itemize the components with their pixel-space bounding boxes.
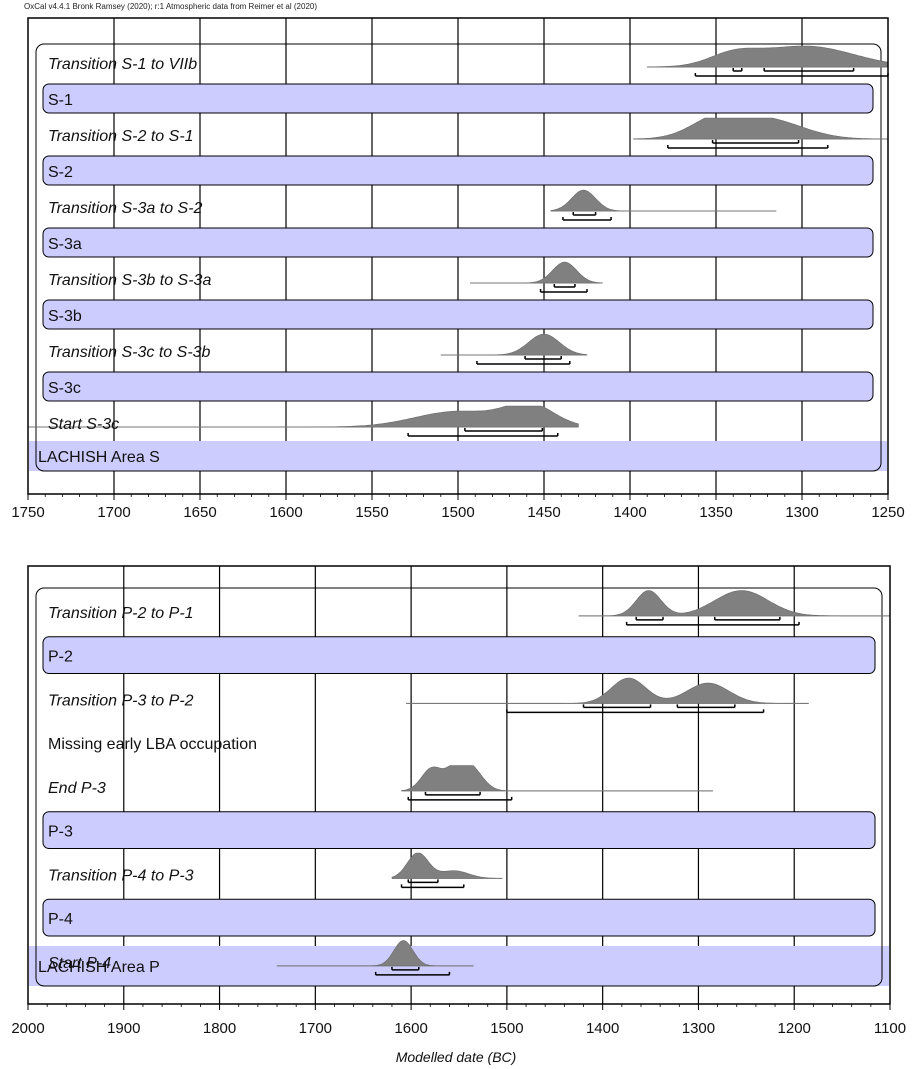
dist-transition-p-2-to-p-1 <box>578 590 891 617</box>
phase-label-s-3a: S-3a <box>48 236 82 253</box>
group-frame <box>35 43 882 472</box>
x-tick-label: 1600 <box>269 504 302 521</box>
phase-label-s-2: S-2 <box>48 164 73 181</box>
x-tick-label: 1400 <box>586 1020 619 1037</box>
x-tick-label: 1600 <box>394 1020 427 1037</box>
chart-area-s: Transition S-1 to VIIb S-1 Transition S-2 … <box>11 17 905 521</box>
group-label-lachish-area-s: LACHISH Area S <box>38 449 160 466</box>
row-label-transition-p-2-to-p-1: Transition P-2 to P-1 <box>48 605 194 622</box>
caption: OxCal v4.4.1 Bronk Ramsey (2020); r:1 At… <box>24 2 318 11</box>
x-tick-label: 1250 <box>871 504 904 521</box>
x-tick-label: 1800 <box>203 1020 236 1037</box>
phase-band-p-2 <box>42 636 876 674</box>
phase-band-p-3 <box>42 811 876 849</box>
phase-band-s-3b <box>42 299 874 330</box>
x-tick-label: 1900 <box>107 1020 140 1037</box>
group-band <box>29 441 887 471</box>
row-label-missing-early-lba-occupation: Missing early LBA occupation <box>48 736 257 753</box>
phase-label-s-3b: S-3b <box>48 308 82 325</box>
phase-band-s-3c <box>42 371 874 402</box>
phase-label-p-3: P-3 <box>48 824 73 841</box>
row-label-transition-s-3a-to-s-2: Transition S-3a to S-2 <box>48 200 203 217</box>
row-label-transition-s-2-to-s-1: Transition S-2 to S-1 <box>48 128 194 145</box>
row-label-transition-p-3-to-p-2: Transition P-3 to P-2 <box>48 692 194 709</box>
dist-start-s-3c <box>28 405 579 428</box>
phase-label-s-1: S-1 <box>48 92 73 109</box>
phase-band-s-1 <box>42 83 874 114</box>
x-tick-label: 1300 <box>785 504 818 521</box>
plot-frame <box>27 565 891 1005</box>
dist-transition-s-3b-to-s-3a <box>470 261 603 284</box>
dist-transition-p-4-to-p-3 <box>391 852 503 879</box>
row-label-transition-s-3b-to-s-3a: Transition S-3b to S-3a <box>48 272 211 289</box>
row-label-start-s-3c: Start S-3c <box>48 416 119 433</box>
x-tick-label: 1500 <box>441 504 474 521</box>
row-label-transition-p-4-to-p-3: Transition P-4 to P-3 <box>48 867 194 884</box>
chart-area-p: Transition P-2 to P-1 P-2 Transition P-3 t… <box>11 565 906 1037</box>
phase-band-p-4 <box>42 898 876 937</box>
x-tick-label: 1650 <box>183 504 216 521</box>
dist-transition-s-1-to-viib <box>646 45 889 68</box>
dist-start-p-4 <box>276 940 474 967</box>
x-tick-label: 1200 <box>778 1020 811 1037</box>
phase-label-p-4: P-4 <box>48 911 73 928</box>
x-tick-label: 1700 <box>299 1020 332 1037</box>
dist-transition-p-3-to-p-2 <box>406 677 809 704</box>
dist-transition-s-2-to-s-1 <box>633 117 889 140</box>
phase-label-p-2: P-2 <box>48 649 73 666</box>
x-tick-label: 1100 <box>874 1020 906 1037</box>
dist-end-p-3 <box>401 765 714 792</box>
row-label-transition-s-1-to-viib: Transition S-1 to VIIb <box>48 56 197 73</box>
x-tick-label: 1350 <box>699 504 732 521</box>
x-tick-label: 1700 <box>97 504 130 521</box>
phase-band-s-2 <box>42 155 874 186</box>
x-tick-label: 1450 <box>527 504 560 521</box>
group-label-lachish-area-p: LACHISH Area P <box>38 959 160 976</box>
row-label-end-p-3: End P-3 <box>48 780 106 797</box>
x-tick-label: 1300 <box>682 1020 715 1037</box>
x-axis-label: Modelled date (BC) <box>395 1049 517 1065</box>
x-tick-label: 1550 <box>355 504 388 521</box>
row-label-start-p-4: Start P-4 <box>48 955 111 972</box>
phase-band-s-3a <box>42 227 874 258</box>
x-tick-label: 1500 <box>490 1020 523 1037</box>
x-tick-label: 1750 <box>11 504 44 521</box>
dist-transition-s-3c-to-s-3b <box>440 333 588 356</box>
x-tick-label: 1400 <box>613 504 646 521</box>
group-frame <box>35 587 883 987</box>
phase-label-s-3c: S-3c <box>48 380 81 397</box>
dist-transition-s-3a-to-s-2 <box>550 189 777 212</box>
row-label-transition-s-3c-to-s-3b: Transition S-3c to S-3b <box>48 344 211 361</box>
x-tick-label: 2000 <box>11 1020 44 1037</box>
